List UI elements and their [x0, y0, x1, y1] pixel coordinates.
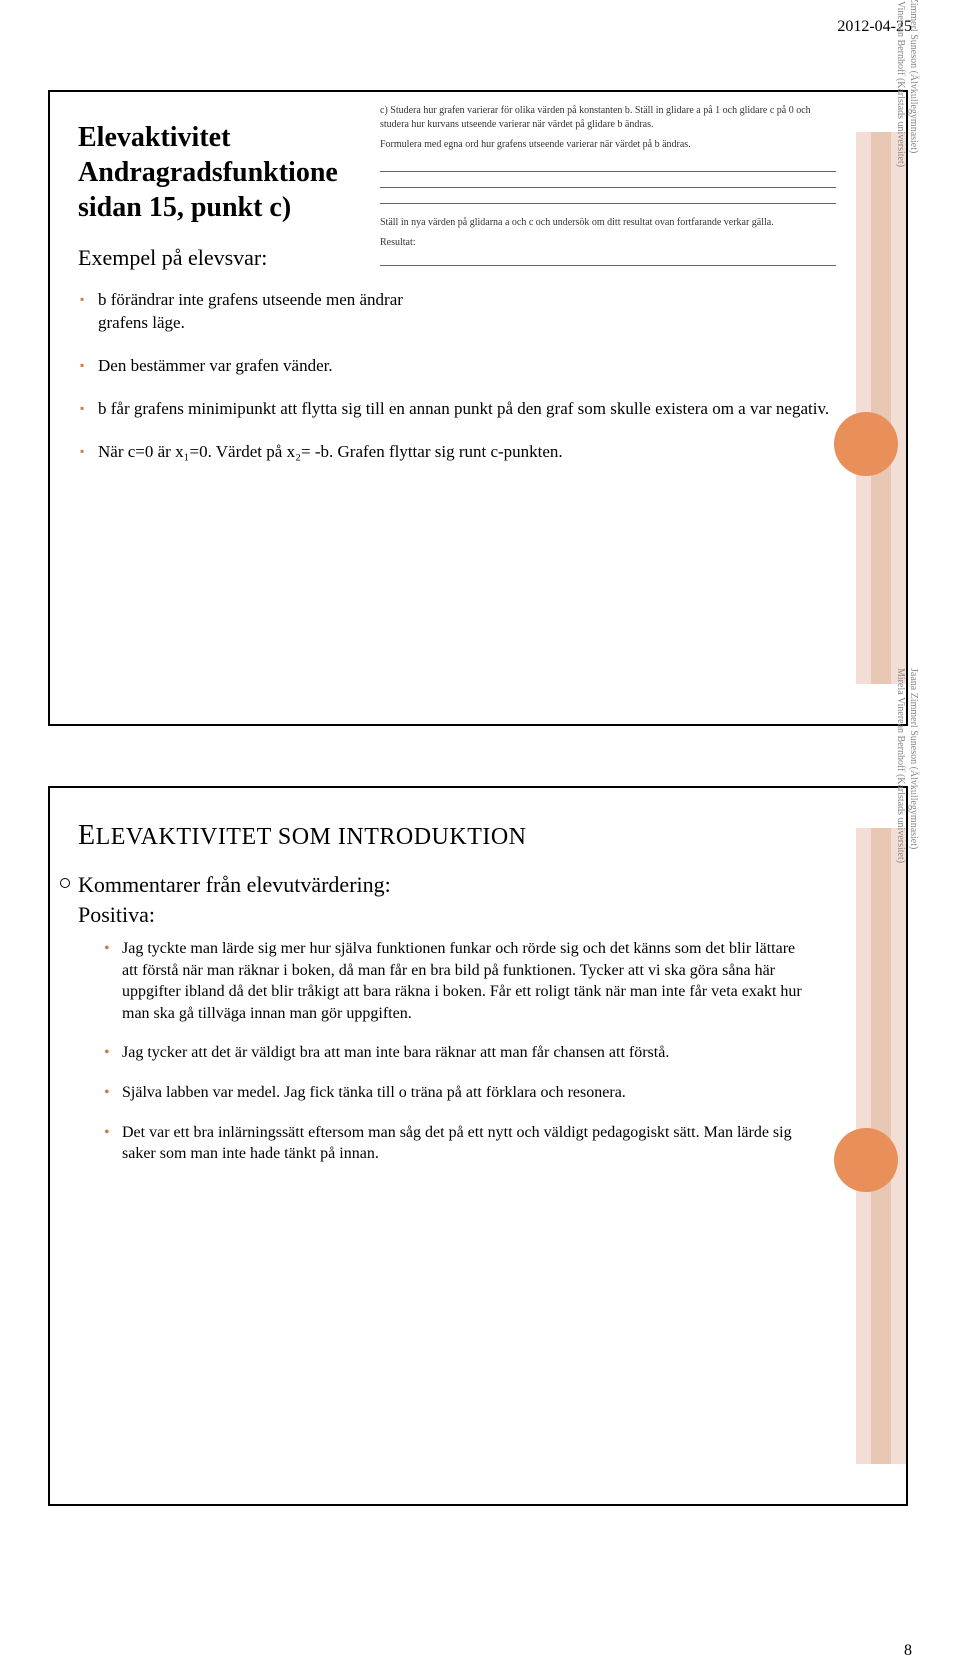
page-number: 8: [904, 1642, 912, 1660]
title-line-2: Andragradsfunktione: [78, 155, 836, 190]
vertical-credit: Jaana Zimmerl Suneson (Älvkullegymnasiet…: [894, 0, 920, 192]
slide-2: Jaana Zimmerl Suneson (Älvkullegymnasiet…: [48, 786, 908, 1506]
vertical-credit: Jaana Zimmerl Suneson (Älvkullegymnasiet…: [894, 668, 920, 888]
slide1-content: Elevaktivitet Andragradsfunktione sidan …: [78, 120, 836, 696]
bullet-item: Själva labben var medel. Jag fick tänka …: [102, 1082, 836, 1104]
heading-initial: E: [78, 820, 96, 851]
decor-circle: [834, 1128, 898, 1192]
bullet-item: När c=0 är x₁=0. Värdet på x₂= -b. Grafe…: [78, 441, 836, 464]
credit-line-1: Jaana Zimmerl Suneson (Älvkullegymnasiet…: [908, 0, 919, 153]
decor-circle: [834, 412, 898, 476]
bullet-item: Det var ett bra inlärningssätt eftersom …: [102, 1122, 836, 1165]
title-line-3: sidan 15, punkt c): [78, 190, 836, 225]
bullet-item: Jag tyckte man lärde sig mer hur själva …: [102, 938, 836, 1024]
slide-1: Jaana Zimmerl Suneson (Älvkullegymnasiet…: [48, 90, 908, 726]
credit-line-2: Mirela Vinerean Bernhoff (Karlstads univ…: [895, 668, 906, 863]
credit-line-2: Mirela Vinerean Bernhoff (Karlstads univ…: [895, 0, 906, 167]
slide1-title: Elevaktivitet Andragradsfunktione sidan …: [78, 120, 836, 225]
credit-line-1: Jaana Zimmerl Suneson (Älvkullegymnasiet…: [908, 668, 919, 849]
bullet-item: b får grafens minimipunkt att flytta sig…: [78, 398, 836, 421]
slide2-subtitle: Kommentarer från elevutvärdering:: [78, 872, 836, 898]
slide1-bullets: b förändrar inte grafens utseende men än…: [78, 289, 836, 464]
bullet-item: Den bestämmer var grafen vänder.: [78, 355, 836, 378]
slide2-content: ELEVAKTIVITET SOM INTRODUKTION Kommentar…: [78, 820, 836, 1476]
decor-band-inner: [871, 132, 891, 684]
slide1-subhead: Exempel på elevsvar:: [78, 245, 836, 271]
bullet-item: b förändrar inte grafens utseende men än…: [78, 289, 438, 335]
title-line-1: Elevaktivitet: [78, 120, 836, 155]
slide2-bullets: Jag tyckte man lärde sig mer hur själva …: [102, 938, 836, 1165]
slide2-heading: ELEVAKTIVITET SOM INTRODUKTION: [78, 820, 836, 852]
ring-bullet-icon: [60, 878, 70, 888]
slide2-positiva: Positiva:: [78, 902, 836, 928]
heading-rest: LEVAKTIVITET SOM INTRODUKTION: [96, 824, 527, 850]
bullet-item: Jag tycker att det är väldigt bra att ma…: [102, 1042, 836, 1064]
